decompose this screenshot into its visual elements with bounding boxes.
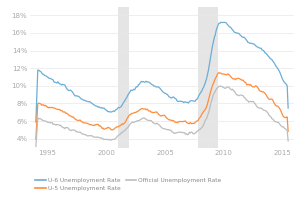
Bar xyxy=(198,7,218,148)
Bar xyxy=(118,7,129,148)
Legend: U-6 Unemployment Rate, U-5 Unemployment Rate, Official Unemployment Rate: U-6 Unemployment Rate, U-5 Unemployment … xyxy=(33,176,224,194)
